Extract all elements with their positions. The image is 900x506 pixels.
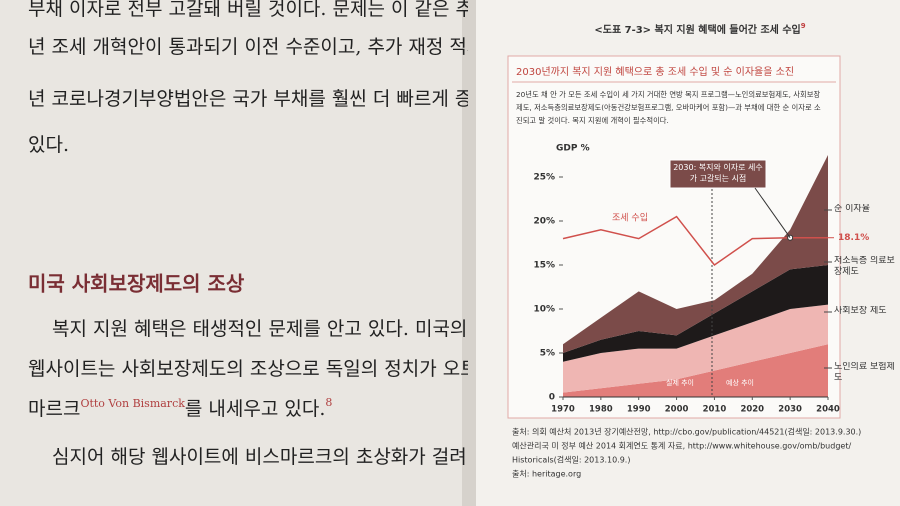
x-tick-label: 2010: [703, 405, 727, 415]
x-tick-label: 2000: [665, 405, 689, 415]
y-tick-label: 20%: [533, 217, 555, 227]
annotation: 실제 추이: [666, 378, 694, 387]
text-line: 심지어 해당 웹사이트에 비스마르크의 초상화가 걸려 있다: [52, 446, 508, 468]
legend-text: 순 이자율: [834, 204, 870, 214]
value-annotation: 18.1%: [838, 233, 869, 243]
caption-text: <도표 7-3> 복지 지원 혜택에 들어간 조세 수입: [594, 23, 800, 36]
x-tick-label: 2040: [816, 405, 840, 415]
caption-note: 9: [801, 22, 806, 30]
tax-line: [562, 215, 828, 267]
series-label: 순 이자율: [834, 204, 870, 214]
area: [563, 155, 828, 353]
series-label: 저소득층 의료보장제도: [834, 256, 895, 277]
source: 출처: 의회 예산처 2013년 장기예산전망, http://cbo.gov/…: [512, 427, 861, 479]
x-tick-label: 2030: [778, 405, 802, 415]
area: [563, 344, 828, 397]
x-tick-label: 1970: [551, 405, 575, 415]
source-line: Historicals(검색일: 2013.10.9.): [512, 455, 630, 465]
area: [563, 304, 828, 393]
text-line: 마르크Otto Von Bismarck를 내세우고 있다.8: [28, 396, 332, 420]
gutter: [462, 0, 476, 506]
y-tick-label: 10%: [533, 305, 555, 315]
latin-name: Otto Von Bismarck: [80, 397, 185, 410]
callout: 2030: 복지와 이자로 세수가 고갈되는 시점: [673, 163, 763, 183]
area: [563, 265, 828, 362]
text-line: 년 코로나경기부양법안은 국가 부채를 훨씬 더 빠르게 증가시: [28, 88, 507, 110]
legend-text: 저소득층 의료보장제도: [834, 256, 895, 277]
series-label: 노인의료 보험제도: [834, 362, 895, 383]
source-line: 출처: heritage.org: [512, 469, 581, 479]
callout-text: 2030: 복지와 이자로 세수가 고갈되는 시점: [673, 163, 763, 183]
chart-title: 2030년까지 복지 지원 혜택으로 총 조세 수입 및 순 이자율을 소진: [516, 65, 794, 78]
description: 제도, 저소득층의료보장제도(아동건강보험프로그램, 오바마케어 포함)—과 부…: [516, 103, 821, 112]
text-line: 있다.: [28, 134, 69, 156]
y-tick-label: 0: [549, 393, 555, 403]
legend-text: 사회보장 제도: [834, 306, 887, 316]
x-tick-label: 1990: [627, 405, 651, 415]
x-tick-label: 1980: [589, 405, 613, 415]
text-line: 복지 지원 혜택은 태생적인 문제를 안고 있다. 미국의 사회보장: [52, 318, 543, 340]
legend-text: 노인의료 보험제도: [834, 362, 895, 383]
text-line: 웹사이트는 사회보장제도의 조상으로 독일의 정치가 오토 폰 비: [28, 358, 525, 380]
left-text: 부채 이자로 전부 고갈돼 버릴 것이다. 문제는 이 같은 추산이 년 조세 …: [28, 0, 543, 468]
heading: 미국 사회보장제도의 조상: [28, 272, 245, 296]
description: 진되고 말 것이다. 복지 지원에 개혁이 필수적이다.: [516, 116, 669, 125]
annotation: 예상 추이: [726, 378, 754, 387]
callout-leader: [754, 187, 791, 239]
x-tick-label: 2020: [740, 405, 764, 415]
y-axis-label: GDP %: [556, 144, 590, 154]
text-line: 년 조세 개혁안이 통과되기 이전 수준이고, 추가 재정 적자를: [28, 36, 502, 58]
y-tick-label: 5%: [540, 349, 555, 359]
text-part: 마르크: [28, 398, 80, 420]
source-line: 예산관리국 미 정부 예산 2014 회계연도 통계 자료, http://ww…: [512, 441, 851, 451]
series-label: 사회보장 제도: [834, 306, 887, 316]
y-tick-label: 25%: [533, 173, 555, 183]
caption: <도표 7-3> 복지 지원 혜택에 들어간 조세 수입9: [594, 22, 805, 36]
description: 20년도 채 안 가 모든 조세 수입이 세 가지 거대한 연방 복지 프로그램…: [516, 90, 820, 99]
footnote-mark: 8: [325, 396, 332, 409]
callout-box: [669, 159, 767, 189]
left-page: [0, 0, 470, 506]
y-tick-label: 15%: [533, 261, 555, 271]
text-line: 부채 이자로 전부 고갈돼 버릴 것이다. 문제는 이 같은 추산이: [28, 0, 508, 20]
line-label: 조세 수입: [612, 211, 648, 223]
source-line: 출처: 의회 예산처 2013년 장기예산전망, http://cbo.gov/…: [512, 427, 861, 437]
text-part: 를 내세우고 있다.: [185, 398, 325, 420]
